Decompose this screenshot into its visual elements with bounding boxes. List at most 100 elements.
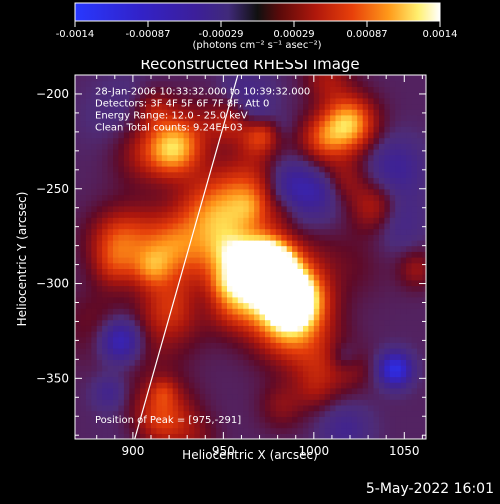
heatmap-cell <box>237 222 244 230</box>
heatmap-cell <box>189 382 195 389</box>
heatmap-cell <box>270 348 277 355</box>
heatmap-cell <box>194 325 201 332</box>
heatmap-cell <box>303 291 309 298</box>
heatmap-cell <box>161 86 168 93</box>
heatmap-cell <box>362 251 369 258</box>
heatmap-cell <box>357 404 364 412</box>
heatmap-cell <box>85 399 92 406</box>
heatmap-cell <box>265 308 271 315</box>
heatmap-cell <box>368 336 375 343</box>
heatmap-cell <box>129 154 136 161</box>
heatmap-cell <box>422 120 426 127</box>
heatmap-cell <box>205 97 212 105</box>
heatmap-cell <box>199 86 206 93</box>
heatmap-cell <box>102 302 109 309</box>
heatmap-cell <box>324 387 331 395</box>
heatmap-cell <box>292 205 299 213</box>
heatmap-cell <box>324 194 331 201</box>
heatmap-cell <box>199 239 206 247</box>
heatmap-cell <box>351 370 358 378</box>
heatmap-cell <box>384 120 391 127</box>
heatmap-cell <box>156 75 163 82</box>
heatmap-cell <box>324 171 331 178</box>
heatmap-cell <box>156 365 163 372</box>
heatmap-cell <box>275 245 282 252</box>
heatmap-cell <box>134 137 141 144</box>
heatmap-cell <box>85 359 92 366</box>
heatmap-cell <box>265 131 271 139</box>
heatmap-cell <box>129 399 136 406</box>
heatmap-cell <box>75 97 81 105</box>
heatmap-cell <box>341 194 347 201</box>
heatmap-cell <box>330 336 337 343</box>
heatmap-cell <box>341 302 347 309</box>
heatmap-cell <box>254 131 261 139</box>
heatmap-cell <box>210 120 217 127</box>
heatmap-cell <box>384 239 391 247</box>
heatmap-cell <box>216 268 223 275</box>
heatmap-cell <box>395 160 402 167</box>
heatmap-cell <box>248 296 255 304</box>
heatmap-cell <box>156 245 163 252</box>
heatmap-cell <box>389 137 396 144</box>
heatmap-cell <box>145 205 152 213</box>
heatmap-cell <box>167 160 174 167</box>
heatmap-cell <box>379 274 385 281</box>
heatmap-cell <box>341 177 347 184</box>
heatmap-cell <box>151 120 157 127</box>
heatmap-cell <box>167 114 174 122</box>
heatmap-cell <box>308 205 315 213</box>
heatmap-cell <box>75 120 81 127</box>
heatmap-cell <box>167 421 174 429</box>
heatmap-cell <box>254 228 261 235</box>
heatmap-cell <box>107 245 114 252</box>
heatmap-cell <box>281 211 288 218</box>
heatmap-cell <box>80 103 87 110</box>
heatmap-cell <box>113 131 119 139</box>
heatmap-cell <box>205 234 212 241</box>
heatmap-cell <box>113 234 119 241</box>
heatmap-cell <box>411 376 418 383</box>
heatmap-cell <box>123 234 130 241</box>
heatmap-cell <box>113 200 119 207</box>
heatmap-cell <box>292 399 299 406</box>
heatmap-cell <box>205 262 212 269</box>
heatmap-cell <box>303 171 309 178</box>
heatmap-cell <box>80 285 87 292</box>
heatmap-cell <box>194 126 201 133</box>
heatmap-cell <box>248 188 255 196</box>
heatmap-cell <box>286 257 293 264</box>
heatmap-cell <box>411 200 418 207</box>
heatmap-cell <box>259 262 266 269</box>
heatmap-cell <box>161 393 168 400</box>
heatmap-cell <box>335 120 342 127</box>
heatmap-cell <box>161 427 168 434</box>
heatmap-cell <box>357 370 364 378</box>
heatmap-cell <box>308 262 315 269</box>
heatmap-cell <box>129 239 136 247</box>
heatmap-cell <box>275 114 282 122</box>
heatmap-cell <box>324 92 331 99</box>
heatmap-cell <box>303 319 309 326</box>
heatmap-cell <box>189 200 195 207</box>
heatmap-cell <box>123 268 130 275</box>
heatmap-cell <box>422 291 426 298</box>
heatmap-cell <box>134 222 141 230</box>
heatmap-cell <box>80 262 87 269</box>
heatmap-cell <box>319 336 326 343</box>
heatmap-cell <box>145 103 152 110</box>
heatmap-cell <box>232 433 239 439</box>
heatmap-cell <box>205 410 212 417</box>
heatmap-cell <box>346 319 353 326</box>
heatmap-cell <box>237 211 244 218</box>
heatmap-cell <box>123 421 130 429</box>
heatmap-cell <box>341 97 347 105</box>
heatmap-cell <box>286 228 293 235</box>
heatmap-cell <box>227 126 233 133</box>
heatmap-cell <box>341 325 347 332</box>
heatmap-cell <box>308 319 315 326</box>
heatmap-cell <box>265 234 271 241</box>
heatmap-cell <box>161 171 168 178</box>
heatmap-cell <box>75 421 81 429</box>
heatmap-cell <box>313 160 320 167</box>
